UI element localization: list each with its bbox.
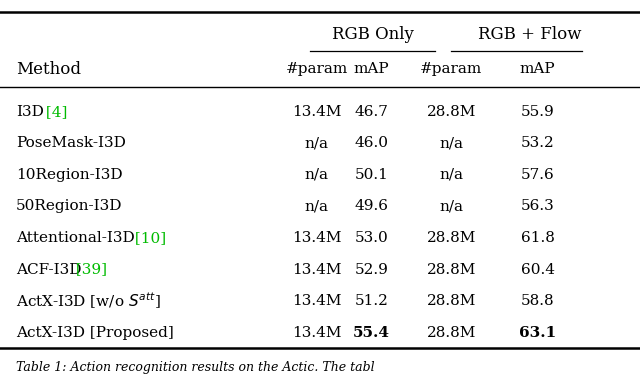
Text: [10]: [10] [129, 231, 166, 245]
Text: 10Region-I3D: 10Region-I3D [16, 168, 123, 182]
Text: 46.7: 46.7 [355, 105, 388, 119]
Text: 61.8: 61.8 [521, 231, 554, 245]
Text: 46.0: 46.0 [354, 136, 388, 150]
Text: n/a: n/a [439, 199, 463, 213]
Text: 13.4M: 13.4M [292, 326, 342, 340]
Text: 55.9: 55.9 [521, 105, 554, 119]
Text: [39]: [39] [71, 263, 107, 276]
Text: #param: #param [420, 62, 483, 76]
Text: 53.2: 53.2 [521, 136, 554, 150]
Text: 60.4: 60.4 [520, 263, 555, 276]
Text: n/a: n/a [439, 168, 463, 182]
Text: 13.4M: 13.4M [292, 263, 342, 276]
Text: ACF-I3D: ACF-I3D [16, 263, 81, 276]
Text: Table 1: Action recognition results on the Actic. The tabl: Table 1: Action recognition results on t… [16, 361, 374, 374]
Text: 58.8: 58.8 [521, 294, 554, 308]
Text: [4]: [4] [41, 105, 68, 119]
Text: n/a: n/a [305, 136, 329, 150]
Text: 13.4M: 13.4M [292, 105, 342, 119]
Text: 49.6: 49.6 [354, 199, 388, 213]
Text: 13.4M: 13.4M [292, 231, 342, 245]
Text: 28.8M: 28.8M [426, 263, 476, 276]
Text: Method: Method [16, 61, 81, 78]
Text: 50.1: 50.1 [355, 168, 388, 182]
Text: 55.4: 55.4 [353, 326, 390, 340]
Text: 28.8M: 28.8M [426, 294, 476, 308]
Text: 57.6: 57.6 [521, 168, 554, 182]
Text: RGB Only: RGB Only [332, 26, 413, 43]
Text: 28.8M: 28.8M [426, 326, 476, 340]
Text: #param: #param [285, 62, 348, 76]
Text: n/a: n/a [439, 136, 463, 150]
Text: I3D: I3D [16, 105, 44, 119]
Text: 13.4M: 13.4M [292, 294, 342, 308]
Text: mAP: mAP [353, 62, 389, 76]
Text: 52.9: 52.9 [355, 263, 388, 276]
Text: ActX-I3D [Proposed]: ActX-I3D [Proposed] [16, 326, 173, 340]
Text: Attentional-I3D: Attentional-I3D [16, 231, 135, 245]
Text: RGB + Flow: RGB + Flow [478, 26, 581, 43]
Text: 50Region-I3D: 50Region-I3D [16, 199, 122, 213]
Text: PoseMask-I3D: PoseMask-I3D [16, 136, 126, 150]
Text: ActX-I3D [w/o $S^{att}$]: ActX-I3D [w/o $S^{att}$] [16, 291, 161, 311]
Text: 56.3: 56.3 [521, 199, 554, 213]
Text: mAP: mAP [520, 62, 556, 76]
Text: 53.0: 53.0 [355, 231, 388, 245]
Text: 51.2: 51.2 [355, 294, 388, 308]
Text: n/a: n/a [305, 199, 329, 213]
Text: 28.8M: 28.8M [426, 231, 476, 245]
Text: 28.8M: 28.8M [426, 105, 476, 119]
Text: n/a: n/a [305, 168, 329, 182]
Text: 63.1: 63.1 [519, 326, 556, 340]
